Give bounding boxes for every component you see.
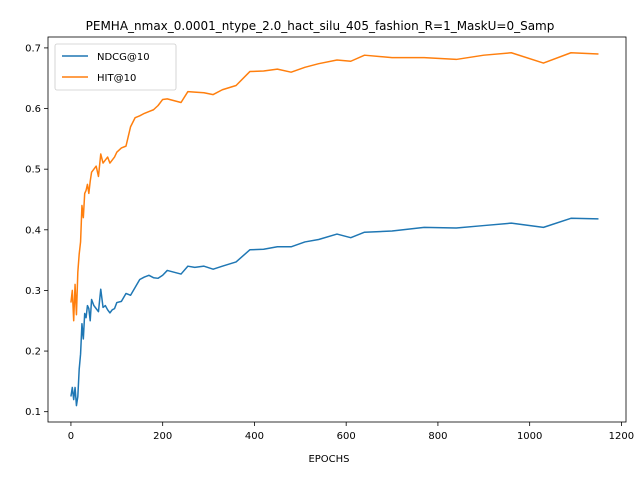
legend-label-hit: HIT@10	[97, 73, 136, 84]
y-tick-label: 0.2	[25, 347, 41, 358]
y-tick-label: 0.3	[25, 286, 41, 297]
y-tick-label: 0.5	[25, 165, 41, 176]
legend-label-ndcg: NDCG@10	[97, 52, 150, 63]
y-tick-label: 0.7	[25, 43, 41, 54]
plot-frame	[47, 36, 627, 423]
x-tick-label: 200	[153, 431, 172, 442]
y-axis: 0.1 0.2 0.3 0.4 0.5 0.6 0.7	[25, 43, 48, 418]
y-tick-label: 0.4	[25, 225, 41, 236]
x-tick-label: 800	[428, 431, 447, 442]
plot-lines	[70, 52, 599, 407]
series-line-hit-10	[70, 52, 599, 322]
series-line-ndcg-10	[70, 217, 599, 407]
x-tick-label: 1000	[517, 431, 542, 442]
x-tick-label: 0	[68, 431, 74, 442]
legend: NDCG@10 HIT@10	[54, 43, 177, 91]
y-tick-label: 0.6	[25, 104, 41, 115]
x-tick-label: 600	[337, 431, 356, 442]
x-axis: 0 200 400 600 800 1000 1200	[68, 422, 634, 442]
x-tick-label: 400	[245, 431, 264, 442]
x-tick-label: 1200	[609, 431, 634, 442]
chart-title: PEMHA_nmax_0.0001_ntype_2.0_hact_silu_40…	[86, 19, 555, 33]
y-tick-label: 0.1	[25, 407, 41, 418]
x-axis-title: EPOCHS	[308, 454, 349, 465]
